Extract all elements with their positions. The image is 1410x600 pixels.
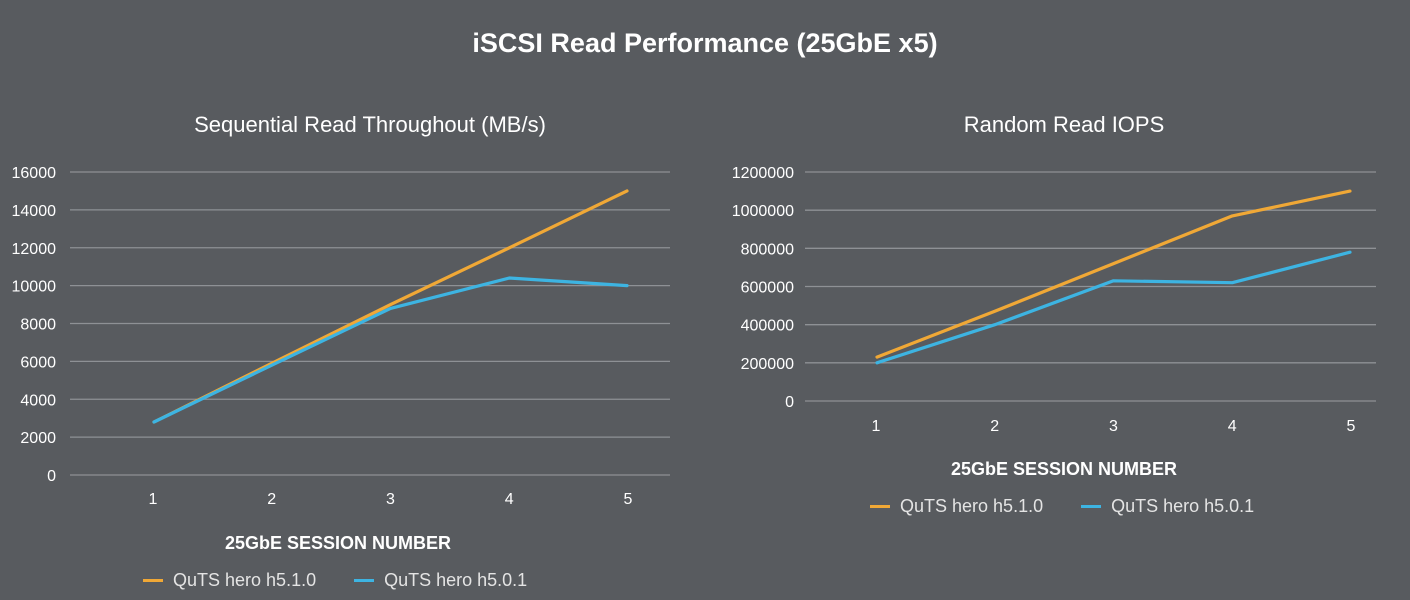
legend-iops: QuTS hero h5.1.0 QuTS hero h5.0.1 bbox=[870, 496, 1292, 517]
x-tick-label: 2 bbox=[990, 418, 999, 435]
y-tick-label: 400000 bbox=[741, 318, 794, 335]
legend-swatch-h510 bbox=[143, 579, 163, 582]
y-tick-label: 16000 bbox=[12, 165, 57, 182]
legend-label-h501: QuTS hero h5.0.1 bbox=[384, 570, 528, 590]
y-tick-label: 1000000 bbox=[732, 203, 794, 220]
y-tick-label: 10000 bbox=[12, 279, 57, 296]
legend-label-h501: QuTS hero h5.0.1 bbox=[1111, 496, 1255, 516]
x-tick-label: 1 bbox=[872, 418, 881, 435]
y-tick-label: 8000 bbox=[20, 317, 56, 334]
x-tick-label: 5 bbox=[624, 491, 633, 508]
legend-swatch-h501 bbox=[354, 579, 375, 582]
x-tick-label: 1 bbox=[149, 491, 158, 508]
legend-throughput: QuTS hero h5.1.0 QuTS hero h5.0.1 bbox=[143, 570, 565, 591]
legend-label-h510: QuTS hero h5.1.0 bbox=[900, 496, 1044, 516]
x-axis-label-iops: 25GbE SESSION NUMBER bbox=[950, 459, 1178, 479]
x-tick-label: 4 bbox=[505, 491, 514, 508]
y-tick-label: 0 bbox=[785, 394, 794, 411]
x-tick-label: 3 bbox=[386, 491, 395, 508]
legend-item-h510: QuTS hero h5.1.0 bbox=[870, 496, 1043, 517]
y-tick-label: 6000 bbox=[20, 354, 56, 371]
chart-iops: 0 200000 400000 600000 800000 1000000 1200000 1… bbox=[732, 165, 1376, 435]
x-tick-label: 5 bbox=[1347, 418, 1356, 435]
chart-title-iops: Random Read IOPS bbox=[963, 112, 1165, 137]
legend-item-h510: QuTS hero h5.1.0 bbox=[143, 570, 316, 591]
y-tick-label: 12000 bbox=[12, 241, 57, 258]
chart-title-throughput: Sequential Read Throughout (MB/s) bbox=[194, 112, 546, 137]
legend-label-h510: QuTS hero h5.1.0 bbox=[173, 570, 317, 590]
x-axis-label-throughput: 25GbE SESSION NUMBER bbox=[224, 533, 452, 553]
page-title: iSCSI Read Performance (25GbE x5) bbox=[472, 28, 938, 58]
legend-item-h501: QuTS hero h5.0.1 bbox=[354, 570, 527, 591]
chart-throughput: 0 2000 4000 6000 8000 10000 12000 14000 16000 1 2 3… bbox=[12, 165, 670, 508]
x-tick-label: 4 bbox=[1228, 418, 1237, 435]
y-tick-label: 800000 bbox=[741, 241, 794, 258]
y-tick-label: 200000 bbox=[741, 356, 794, 373]
y-tick-label: 14000 bbox=[12, 203, 57, 220]
y-tick-label: 2000 bbox=[20, 430, 56, 447]
x-tick-label: 3 bbox=[1109, 418, 1118, 435]
y-tick-label: 600000 bbox=[741, 280, 794, 297]
y-tick-label: 4000 bbox=[20, 392, 56, 409]
series-line-h501 bbox=[875, 250, 1352, 365]
legend-swatch-h510 bbox=[870, 505, 890, 508]
legend-swatch-h501 bbox=[1081, 505, 1102, 508]
y-tick-label: 0 bbox=[47, 468, 56, 485]
series-line-h501 bbox=[152, 276, 629, 424]
y-tick-label: 1200000 bbox=[732, 165, 794, 182]
x-tick-label: 2 bbox=[267, 491, 276, 508]
series-line-h510 bbox=[875, 189, 1352, 359]
legend-item-h501: QuTS hero h5.0.1 bbox=[1081, 496, 1254, 517]
